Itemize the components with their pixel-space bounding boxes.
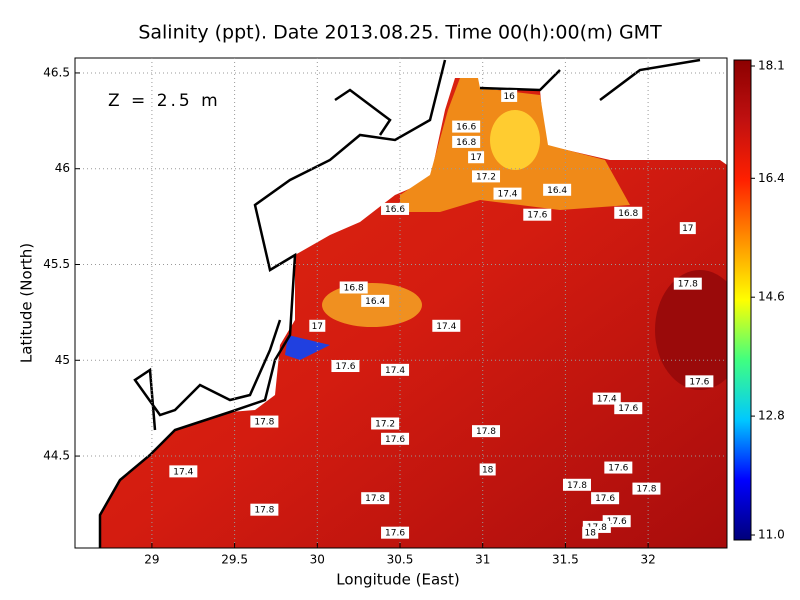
- contour-label: 17.4: [597, 395, 617, 405]
- contour-label: 18: [584, 529, 596, 539]
- contour-label-box: [169, 465, 198, 478]
- contour-label: 17.6: [385, 435, 405, 445]
- contour-label: 17.6: [608, 464, 628, 474]
- contour-label-box: [381, 363, 410, 376]
- contour-label-box: [501, 89, 518, 102]
- contour-label: 17.2: [375, 419, 395, 429]
- contour-label: 16.8: [456, 138, 476, 148]
- contour-label-box: [452, 135, 481, 148]
- contour-label: 17.6: [335, 362, 355, 372]
- title: Salinity (ppt). Date 2013.08.25. Time 00…: [138, 22, 662, 44]
- contour-label-box: [562, 478, 591, 491]
- x-tick-label: 29.5: [221, 553, 248, 567]
- contour-label: 17.8: [365, 494, 385, 504]
- contour-label: 17.6: [527, 211, 547, 221]
- contour-label-box: [452, 120, 481, 133]
- contour-label-box: [679, 222, 696, 235]
- contour-label: 17.4: [173, 467, 193, 477]
- contour-label: 17.8: [567, 481, 587, 491]
- contour-label-box: [523, 208, 552, 221]
- contour-label-box: [339, 281, 368, 294]
- contour-label-box: [591, 492, 620, 505]
- contour-label-box: [432, 319, 461, 332]
- contour-label-box: [472, 425, 501, 438]
- contour-label: 16.8: [344, 283, 364, 293]
- contour-label: 16.4: [547, 186, 567, 196]
- contour-label: 17.6: [607, 517, 627, 527]
- contour-label-box: [361, 294, 390, 307]
- contour-label-box: [381, 432, 410, 445]
- contour-label: 17.4: [436, 322, 456, 332]
- contour-label-box: [381, 202, 410, 215]
- contour-label-box: [361, 492, 390, 505]
- depth-annotation: Z = 2.5 m: [108, 91, 221, 111]
- colorbar-tick-label: 14.6: [758, 290, 785, 304]
- contour-label-box: [632, 482, 661, 495]
- colorbar-tick-label: 18.1: [758, 59, 785, 73]
- colorbar-tick-label: 12.8: [758, 409, 785, 423]
- y-tick-label: 45.5: [43, 257, 70, 271]
- y-tick-label: 46: [55, 161, 70, 175]
- contour-label: 17.6: [595, 494, 615, 504]
- contour-label: 17.8: [636, 485, 656, 495]
- x-axis-label: Longitude (East): [336, 571, 459, 589]
- contour-label: 17.6: [385, 529, 405, 539]
- x-tick-label: 31.5: [552, 553, 579, 567]
- y-tick-label: 46.5: [43, 65, 70, 79]
- y-tick-label: 44.5: [43, 449, 70, 463]
- contour-label: 17.4: [497, 190, 517, 200]
- contour-label: 16: [503, 92, 515, 102]
- colorbar: [733, 59, 752, 541]
- contour-label: 17: [470, 153, 481, 163]
- contour-label: 18: [482, 465, 494, 475]
- contour-label-box: [250, 415, 279, 428]
- colorbar-tick-label: 16.4: [758, 171, 785, 185]
- contour-label: 17.8: [254, 506, 274, 516]
- river-mouth: [285, 335, 330, 360]
- contour-label: 17.6: [618, 404, 638, 414]
- contour-label-box: [331, 360, 360, 373]
- contour-label-box: [468, 151, 485, 164]
- x-tick-label: 29: [144, 553, 159, 567]
- contour-label: 16.6: [385, 205, 405, 215]
- contour-label-box: [673, 277, 702, 290]
- contour-label: 16.4: [365, 297, 385, 307]
- contour-label-box: [543, 183, 572, 196]
- contour-label-box: [685, 375, 714, 388]
- contour-label: 17: [312, 322, 323, 332]
- contour-label-box: [250, 503, 279, 516]
- plot-frame: [74, 57, 728, 549]
- contour-label: 17.6: [689, 377, 709, 387]
- x-tick-label: 31: [475, 553, 490, 567]
- contour-label: 17.4: [385, 366, 405, 376]
- contour-label-box: [582, 526, 599, 539]
- contour-label: 17.8: [476, 427, 496, 437]
- contour-label-box: [592, 392, 621, 405]
- contour-label: 17.8: [254, 418, 274, 428]
- y-axis-label: Latitude (North): [18, 243, 36, 363]
- contour-label-box: [381, 526, 410, 539]
- coastline: [98, 58, 701, 548]
- contour-label: 16.6: [456, 123, 476, 133]
- fresh-core: [490, 110, 540, 170]
- contour-label-box: [472, 170, 501, 183]
- contour-label-box: [604, 461, 633, 474]
- x-tick-label: 30.5: [387, 553, 414, 567]
- colorbar-tick-label: 11.0: [758, 528, 785, 542]
- contour-label: 17: [682, 224, 693, 234]
- contour-label-box: [493, 187, 522, 200]
- x-tick-label: 30: [310, 553, 325, 567]
- y-tick-label: 45: [55, 353, 70, 367]
- contour-label-box: [614, 402, 643, 415]
- contour-label-box: [371, 417, 400, 430]
- contour-label: 17.8: [678, 280, 698, 290]
- contour-label: 16.8: [618, 209, 638, 219]
- x-tick-label: 32: [640, 553, 655, 567]
- contour-label-box: [479, 463, 496, 476]
- contour-label-box: [614, 206, 643, 219]
- contour-label-box: [309, 319, 326, 332]
- salty-core: [655, 270, 727, 390]
- contour-label: 17.2: [476, 172, 496, 182]
